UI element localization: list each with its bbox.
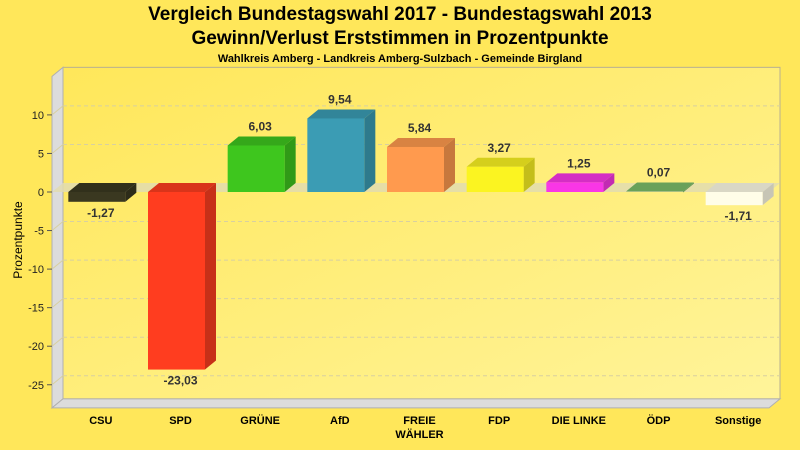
category-label: WÄHLER xyxy=(395,428,443,441)
bar-front xyxy=(307,118,365,192)
y-tick-label: 10 xyxy=(32,110,44,122)
bar-top xyxy=(466,157,535,167)
value-label: 5,84 xyxy=(408,121,432,135)
gridline-side xyxy=(51,375,64,386)
bar-afd xyxy=(307,109,376,192)
bar-top xyxy=(626,182,694,192)
chart-subsubtitle: Wahlkreis Amberg - Landkreis Amberg-Sulz… xyxy=(217,53,583,65)
value-label: 6,03 xyxy=(248,120,272,134)
bar-side xyxy=(444,137,455,192)
category-label: GRÜNE xyxy=(240,414,280,427)
y-tick-label: 0 xyxy=(38,187,44,199)
gridline-side xyxy=(51,259,64,270)
value-label: 0,07 xyxy=(647,165,671,179)
bar-grüne xyxy=(227,136,296,192)
bar-front xyxy=(546,182,604,192)
bar-front xyxy=(227,145,285,192)
gridline-side xyxy=(51,105,64,116)
gridline-side xyxy=(51,144,64,154)
bar-side xyxy=(364,109,376,192)
category-label: FDP xyxy=(488,415,510,427)
plot-side-wall xyxy=(51,66,64,409)
y-tick-label: -10 xyxy=(28,264,44,276)
bar-front xyxy=(705,192,763,206)
value-label: -23,03 xyxy=(163,374,197,388)
value-label: 3,27 xyxy=(487,141,511,155)
y-tick-label: -15 xyxy=(28,303,44,315)
category-label: ÖDP xyxy=(647,414,671,427)
bar-die-linke xyxy=(546,173,615,192)
bar-top xyxy=(307,109,376,119)
chart-title: Vergleich Bundestagswahl 2017 - Bundesta… xyxy=(148,4,652,25)
bar-front xyxy=(387,146,444,192)
value-label: 1,25 xyxy=(567,156,591,170)
bar-top xyxy=(68,183,137,192)
bar-fdp xyxy=(466,157,535,192)
category-label: FREIE xyxy=(403,415,435,427)
y-tick-label: -20 xyxy=(28,341,44,353)
bar-front xyxy=(68,192,126,202)
value-label: 9,54 xyxy=(328,92,352,106)
bar-top xyxy=(705,183,774,192)
category-label: DIE LINKE xyxy=(552,415,606,427)
bar-top xyxy=(387,137,455,147)
bar-side xyxy=(523,157,535,192)
gridline-side xyxy=(51,336,64,347)
value-label: -1,27 xyxy=(87,206,115,220)
category-label: Sonstige xyxy=(715,415,761,427)
category-label: CSU xyxy=(89,415,112,427)
bar-top xyxy=(227,136,296,146)
bar-side xyxy=(683,182,694,193)
bar-spd xyxy=(148,183,216,370)
bar-front xyxy=(466,166,524,192)
value-label: -1,71 xyxy=(724,209,752,223)
bar-side xyxy=(205,183,216,370)
bar-top xyxy=(148,183,216,192)
bar-ödp xyxy=(626,182,694,193)
bar-side xyxy=(603,173,615,192)
category-label: AfD xyxy=(330,415,350,427)
plot-floor xyxy=(50,398,782,409)
category-label: SPD xyxy=(169,415,192,427)
bar-side xyxy=(125,183,137,202)
bar-front xyxy=(148,192,205,370)
bar-sonstige xyxy=(705,183,774,206)
gridline-side xyxy=(51,298,64,309)
y-axis-label: Prozentpunkte xyxy=(11,201,25,279)
y-tick-label: 5 xyxy=(38,148,44,160)
gridline-side xyxy=(51,221,64,231)
chart-subtitle: Gewinn/Verlust Erststimmen in Prozentpun… xyxy=(191,28,609,49)
bar-side xyxy=(284,136,296,192)
y-tick-label: -25 xyxy=(28,380,44,392)
bar-top xyxy=(546,173,615,183)
bar-freie-wähler xyxy=(387,137,455,192)
bar-csu xyxy=(68,183,137,202)
y-tick-label: -5 xyxy=(34,226,44,238)
bar-side xyxy=(762,183,774,206)
